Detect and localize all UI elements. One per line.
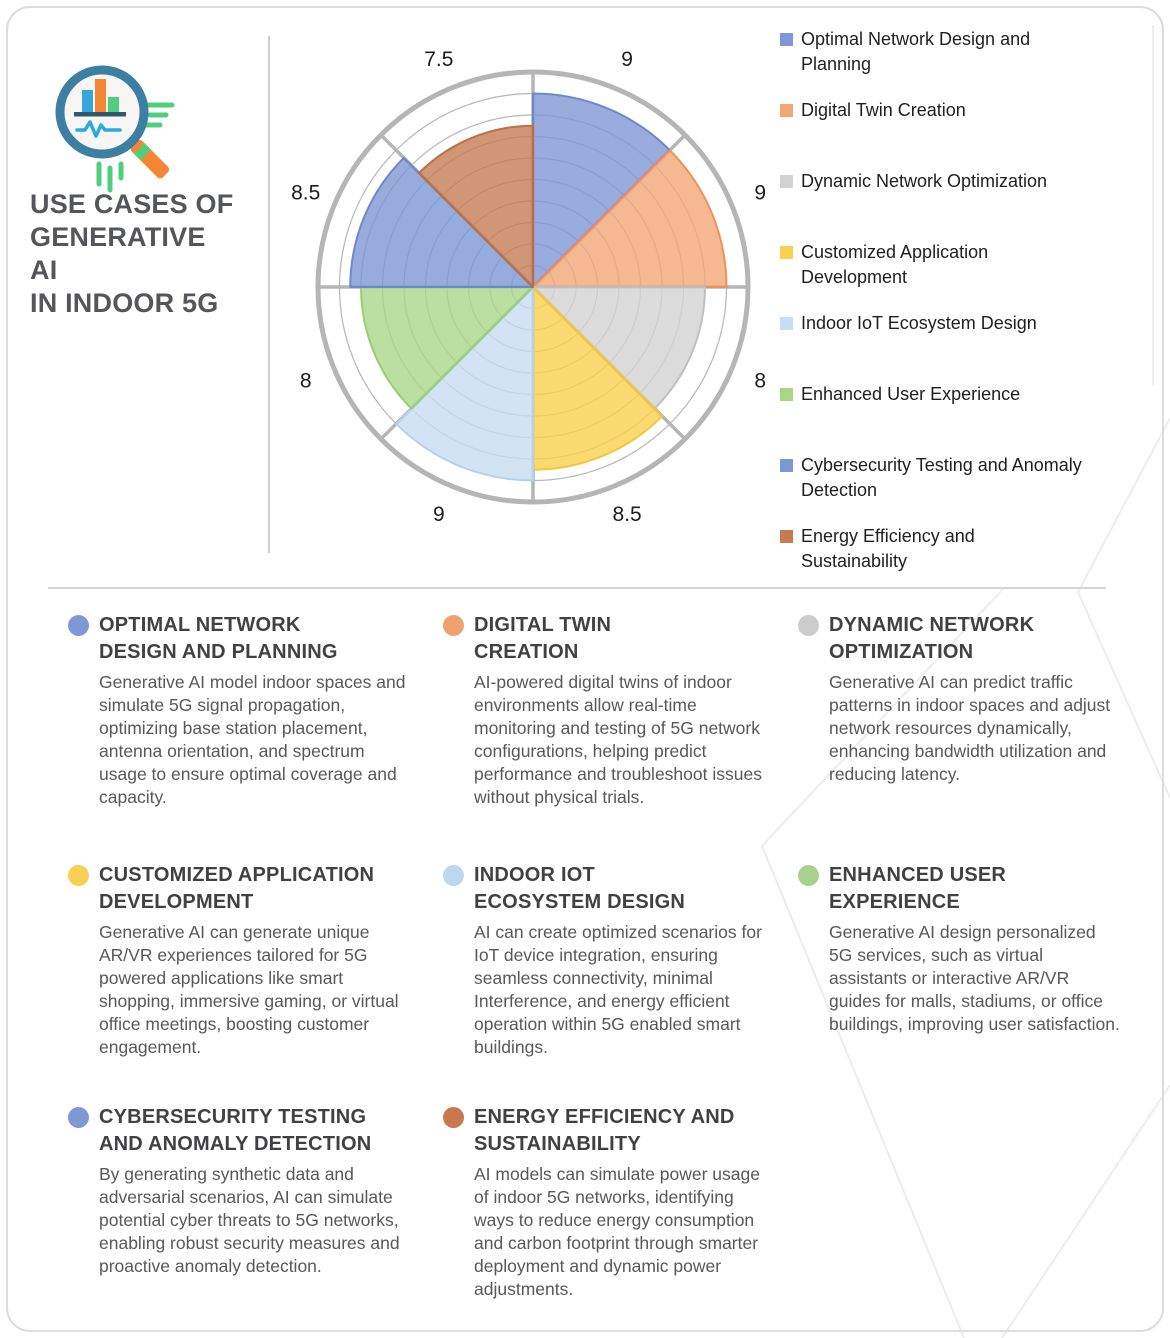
legend-label: Digital Twin Creation xyxy=(801,100,966,120)
chart-sector xyxy=(532,92,671,288)
polar-area-chart: 9 9 8 8.5 9 8 8.5 7.5 xyxy=(263,17,803,557)
chart-sector xyxy=(532,286,706,410)
chart-sector xyxy=(532,149,728,288)
legend-label: Energy Efficiency and Sustainability xyxy=(801,526,975,571)
use-case-sections: OPTIMAL NETWORK DESIGN AND PLANNING Gene… xyxy=(68,612,1152,1301)
chart-tick-label: 9 xyxy=(433,503,445,526)
section-body: Generative AI design personalized 5G ser… xyxy=(829,922,1120,1034)
horizontal-divider xyxy=(48,587,1106,589)
chart-sector xyxy=(349,156,534,288)
vertical-divider xyxy=(268,36,270,553)
chart-sector xyxy=(532,286,664,471)
legend-item: Optimal Network Design and Planning xyxy=(780,27,1152,98)
use-case-section: CUSTOMIZED APPLICATION DEVELOPMENT Gener… xyxy=(68,862,443,1104)
section-heading: CUSTOMIZED APPLICATION DEVELOPMENT xyxy=(99,864,375,913)
section-body: AI can create optimized scenarios for Io… xyxy=(474,922,762,1057)
section-bullet-icon xyxy=(443,615,464,636)
section-bullet-icon xyxy=(68,865,89,886)
section-body: AI-powered digital twins of indoor envir… xyxy=(474,672,762,807)
use-case-section: ENHANCED USER EXPERIENCE Generative AI d… xyxy=(798,862,1152,1104)
polar-area-chart-svg: 9 9 8 8.5 9 8 8.5 7.5 xyxy=(291,48,766,526)
section-body: By generating synthetic data and adversa… xyxy=(99,1164,400,1276)
legend-swatch-icon xyxy=(780,246,793,259)
legend-item: Customized Application Development xyxy=(780,240,1152,311)
legend-label: Cybersecurity Testing and Anomaly Detect… xyxy=(801,455,1082,500)
logo-magnifier-bar-chart-icon xyxy=(55,65,175,193)
legend-item: Cybersecurity Testing and Anomaly Detect… xyxy=(780,453,1152,524)
section-heading: DIGITAL TWIN CREATION xyxy=(474,614,612,663)
legend-item: Energy Efficiency and Sustainability xyxy=(780,524,1152,595)
section-body: Generative AI can generate unique AR/VR … xyxy=(99,922,399,1057)
use-case-section: INDOOR IOT ECOSYSTEM DESIGN AI can creat… xyxy=(443,862,798,1104)
chart-tick-label: 9 xyxy=(621,48,633,71)
legend-label: Optimal Network Design and Planning xyxy=(801,29,1031,74)
section-heading: OPTIMAL NETWORK DESIGN AND PLANNING xyxy=(99,614,338,663)
section-bullet-icon xyxy=(68,1107,89,1128)
section-body: Generative AI can predict traffic patter… xyxy=(829,672,1111,784)
section-heading: DYNAMIC NETWORK OPTIMIZATION xyxy=(829,614,1035,663)
legend-swatch-icon xyxy=(780,317,793,330)
chart-tick-label: 8.5 xyxy=(291,181,320,204)
use-case-section: DYNAMIC NETWORK OPTIMIZATION Generative … xyxy=(798,612,1152,862)
use-case-section: OPTIMAL NETWORK DESIGN AND PLANNING Gene… xyxy=(68,612,443,862)
chart-tick-label: 9 xyxy=(754,181,766,204)
legend-item: Dynamic Network Optimization xyxy=(780,169,1152,240)
chart-sector xyxy=(417,124,534,288)
legend-swatch-icon xyxy=(780,104,793,117)
section-heading: ENERGY EFFICIENCY AND SUSTAINABILITY xyxy=(474,1106,735,1155)
section-body: Generative AI model indoor spaces and si… xyxy=(99,672,406,807)
use-case-section: DIGITAL TWIN CREATION AI-powered digital… xyxy=(443,612,798,862)
legend-label: Customized Application Development xyxy=(801,242,989,287)
legend-swatch-icon xyxy=(780,33,793,46)
chart-tick-label: 8 xyxy=(754,370,766,393)
legend-swatch-icon xyxy=(780,388,793,401)
section-bullet-icon xyxy=(798,865,819,886)
legend-item: Digital Twin Creation xyxy=(780,98,1152,169)
legend-label: Indoor IoT Ecosystem Design xyxy=(801,313,1037,333)
section-bullet-icon xyxy=(443,865,464,886)
use-case-section: ENERGY EFFICIENCY AND SUSTAINABILITY AI … xyxy=(443,1104,798,1301)
legend-item: Enhanced User Experience xyxy=(780,382,1152,453)
legend-swatch-icon xyxy=(780,459,793,472)
section-bullet-icon xyxy=(798,615,819,636)
chart-legend: Optimal Network Design and Planning Digi… xyxy=(780,27,1152,595)
section-bullet-icon xyxy=(443,1107,464,1128)
card-border xyxy=(6,6,1164,1332)
legend-swatch-icon xyxy=(780,530,793,543)
legend-swatch-icon xyxy=(780,175,793,188)
legend-label: Dynamic Network Optimization xyxy=(801,171,1048,191)
section-body: AI models can simulate power usage of in… xyxy=(474,1164,760,1299)
section-heading: CYBERSECURITY TESTING AND ANOMALY DETECT… xyxy=(99,1106,372,1155)
chart-tick-label: 8.5 xyxy=(613,503,642,526)
legend-label: Enhanced User Experience xyxy=(801,384,1021,404)
page-title: USE CASES OF GENERATIVE AI IN INDOOR 5G xyxy=(30,189,234,318)
legend-item: Indoor IoT Ecosystem Design xyxy=(780,311,1152,382)
use-case-section: CYBERSECURITY TESTING AND ANOMALY DETECT… xyxy=(68,1104,443,1301)
section-heading: INDOOR IOT ECOSYSTEM DESIGN xyxy=(474,864,686,913)
chart-sector xyxy=(395,286,534,482)
chart-tick-label: 8 xyxy=(300,370,312,393)
section-bullet-icon xyxy=(68,615,89,636)
chart-sector xyxy=(360,286,534,410)
section-heading: ENHANCED USER EXPERIENCE xyxy=(829,864,1007,913)
chart-tick-label: 7.5 xyxy=(424,48,453,71)
